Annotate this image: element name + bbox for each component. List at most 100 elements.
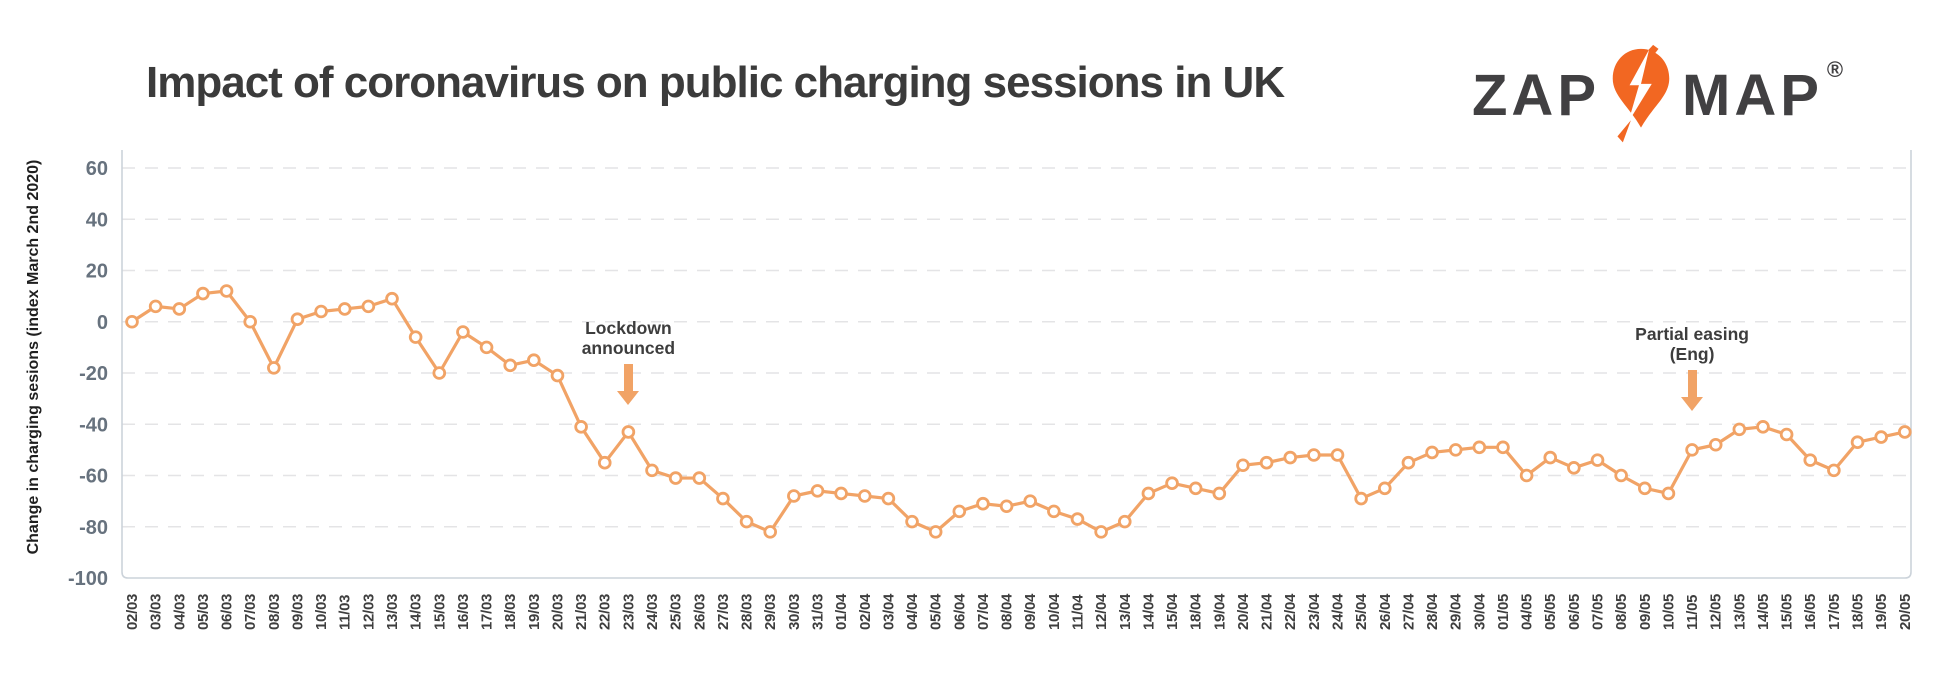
x-tick-label: 27/04 <box>1400 593 1417 630</box>
x-tick-label: 02/03 <box>124 594 141 630</box>
x-tick-label: 10/05 <box>1660 594 1677 630</box>
data-point <box>1874 430 1888 444</box>
data-point <box>1897 425 1912 439</box>
y-tick-label: 60 <box>86 158 108 180</box>
x-tick-label: 06/05 <box>1566 594 1583 630</box>
data-point <box>1472 440 1487 455</box>
y-tick-label: -20 <box>79 363 108 385</box>
x-tick-label: 13/04 <box>1117 593 1134 630</box>
x-tick-label: 15/04 <box>1164 593 1181 630</box>
x-tick-label: 07/03 <box>242 594 259 630</box>
plot-border <box>121 150 1912 579</box>
data-point <box>361 299 376 314</box>
x-tick-label: 19/04 <box>1211 593 1228 630</box>
data-points <box>125 284 1912 539</box>
x-tick-label: 29/04 <box>1448 593 1465 630</box>
x-tick-label: 24/03 <box>644 594 661 630</box>
data-point <box>1732 422 1747 437</box>
x-tick-label: 14/04 <box>1140 593 1157 630</box>
x-tick-label: 08/05 <box>1613 594 1630 630</box>
y-axis-title: Change in charging sesions (index March … <box>25 159 42 555</box>
x-tick-label: 12/04 <box>1093 593 1110 630</box>
x-tick-label: 31/03 <box>809 594 826 630</box>
data-point <box>1094 525 1108 539</box>
x-tick-label: 28/03 <box>739 594 756 630</box>
x-tick-label: 06/03 <box>219 594 236 630</box>
data-point <box>621 425 636 439</box>
annotation-partial-easing: Partial easing (Eng) <box>1592 324 1792 411</box>
x-tick-label: 13/05 <box>1731 594 1748 630</box>
down-arrow-icon <box>1687 370 1697 397</box>
data-point <box>1803 453 1818 467</box>
x-tick-label: 15/05 <box>1779 594 1796 630</box>
data-point <box>408 330 423 344</box>
data-point <box>834 486 848 501</box>
x-tick-label: 11/04 <box>1069 594 1086 630</box>
page-title: Impact of coronavirus on public charging… <box>146 58 1285 107</box>
data-point <box>172 302 187 316</box>
data-point <box>905 514 919 529</box>
x-tick-label: 17/03 <box>479 594 496 630</box>
logo-map-text: MAP <box>1682 63 1823 128</box>
data-point <box>456 325 470 339</box>
x-tick-label: 30/04 <box>1471 593 1488 630</box>
zapmap-logo: ZAP MAP ® <box>1472 44 1843 148</box>
data-point <box>1756 420 1770 434</box>
data-point <box>1117 514 1132 529</box>
annotation-lockdown-line1: Lockdown <box>585 318 672 338</box>
data-point <box>1496 440 1510 455</box>
data-point <box>574 420 588 434</box>
x-tick-label: 28/04 <box>1424 593 1441 630</box>
data-point <box>1047 504 1061 519</box>
data-point <box>810 484 825 498</box>
data-point <box>1708 437 1723 452</box>
x-tick-label: 22/03 <box>597 594 614 630</box>
data-point <box>1567 461 1581 475</box>
x-tick-label: 11/05 <box>1684 595 1701 630</box>
x-tick-label: 13/03 <box>384 594 401 630</box>
down-arrow-icon <box>1681 397 1704 411</box>
data-point <box>385 291 399 306</box>
data-point <box>1543 450 1558 465</box>
x-tick-label: 05/03 <box>195 594 212 630</box>
data-point <box>763 525 778 539</box>
x-tick-label: 01/04 <box>833 593 850 630</box>
data-point <box>1307 448 1321 462</box>
x-tick-label: 16/03 <box>455 594 472 630</box>
x-tick-label: 20/03 <box>549 594 566 630</box>
data-point <box>479 340 494 355</box>
x-tick-label: 22/04 <box>1282 593 1299 630</box>
annotation-easing-line1: Partial easing <box>1635 324 1749 344</box>
data-point <box>148 299 163 314</box>
data-point <box>597 455 612 470</box>
x-tick-label: 14/03 <box>408 594 425 630</box>
x-tick-label: 25/04 <box>1353 593 1370 630</box>
data-point <box>881 491 896 506</box>
x-tick-label: 20/05 <box>1897 594 1914 630</box>
data-point <box>976 496 990 511</box>
data-point <box>1850 435 1865 449</box>
x-tick-label: 25/03 <box>668 594 685 630</box>
logo-zap-text: ZAP <box>1472 63 1600 128</box>
data-point <box>527 353 541 367</box>
data-point <box>787 489 801 503</box>
x-axis-tick-labels: 02/03 03/03 04/03 05/03 06/03 07/03 08/03 09/03… <box>124 593 1914 630</box>
data-point <box>1519 468 1534 483</box>
x-tick-label: 09/03 <box>289 594 306 630</box>
data-point <box>1330 448 1345 462</box>
data-line <box>130 289 1907 534</box>
x-tick-label: 08/03 <box>266 594 283 630</box>
x-tick-label: 19/05 <box>1873 594 1890 630</box>
data-point <box>1283 450 1298 465</box>
down-arrow-icon <box>623 364 633 391</box>
data-point <box>1070 512 1085 526</box>
x-tick-label: 16/05 <box>1802 594 1819 630</box>
x-tick-label: 11/03 <box>337 595 354 630</box>
x-tick-label: 05/04 <box>928 593 945 630</box>
data-point <box>739 514 754 529</box>
data-point <box>1425 445 1439 460</box>
registered-trademark-symbol: ® <box>1826 57 1844 82</box>
annotation-easing-line2: (Eng) <box>1669 344 1715 364</box>
x-tick-label: 23/04 <box>1306 593 1323 630</box>
